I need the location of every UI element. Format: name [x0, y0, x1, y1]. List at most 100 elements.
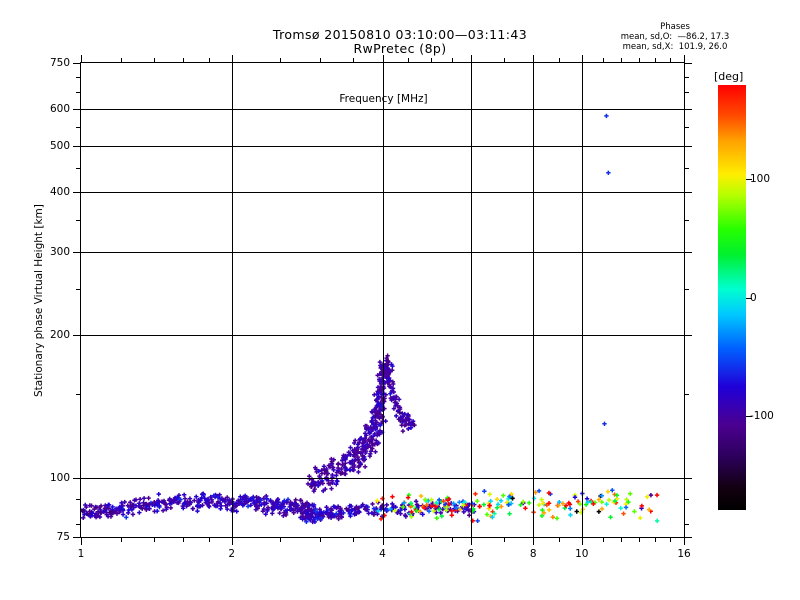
colorbar	[718, 85, 746, 510]
axis-tick	[73, 477, 81, 479]
axis-tick	[669, 537, 671, 542]
chart-title-line2: RwPretec (8p)	[353, 41, 447, 56]
axis-tick	[76, 126, 81, 128]
gridline-horizontal	[81, 192, 684, 194]
axis-tick	[451, 58, 453, 63]
axis-tick	[504, 58, 506, 63]
axis-tick	[638, 537, 640, 542]
colorbar-unit-label: [deg]	[714, 70, 744, 83]
axis-tick	[231, 55, 233, 63]
axis-tick	[684, 335, 692, 337]
axis-tick	[654, 58, 656, 63]
axis-tick	[76, 289, 81, 291]
axis-tick	[382, 537, 384, 545]
axis-tick	[470, 537, 472, 545]
axis-tick	[208, 537, 210, 542]
axis-tick	[533, 55, 535, 63]
axis-tick	[669, 58, 671, 63]
y-tick-label: 75	[56, 531, 70, 543]
axis-tick	[353, 58, 355, 63]
axis-tick	[208, 58, 210, 63]
axis-tick	[73, 537, 81, 538]
axis-tick	[451, 537, 453, 542]
colorbar-tick-label: -100	[750, 409, 774, 422]
gridline-vertical	[533, 63, 535, 537]
gridline-vertical	[382, 63, 384, 537]
axis-tick	[684, 77, 689, 79]
axis-tick	[654, 537, 656, 542]
gridline-vertical	[581, 63, 583, 537]
axis-tick	[621, 58, 623, 63]
axis-tick	[684, 219, 689, 221]
axis-tick	[353, 537, 355, 542]
colorbar-tick	[746, 415, 752, 417]
x-tick-label: 4	[379, 548, 386, 560]
gridline-vertical	[470, 63, 472, 537]
chart-title-line1: Tromsø 20150810 03:10:00—03:11:43	[272, 27, 528, 42]
axis-tick	[684, 126, 689, 128]
axis-tick	[684, 92, 689, 94]
y-tick-label: 500	[49, 140, 70, 153]
plot-area: 75 100 200 300 400 500 600 750 1 2 4 6 8 10 16 Statio…	[33, 55, 692, 560]
axis-tick	[558, 58, 560, 63]
scatter-data-layer	[81, 113, 660, 525]
axis-tick	[684, 537, 692, 538]
axis-tick	[558, 537, 560, 542]
x-tick-label: 6	[467, 548, 475, 560]
gridline-horizontal	[81, 146, 684, 148]
axis-tick	[621, 537, 623, 542]
axis-tick	[81, 537, 82, 545]
axis-tick	[684, 537, 685, 545]
axis-tick	[76, 394, 81, 396]
axis-tick	[684, 55, 685, 63]
colorbar-tick-label: 100	[750, 173, 771, 186]
gridline-horizontal	[81, 477, 684, 479]
axis-tick	[684, 251, 692, 253]
gridline-horizontal	[81, 335, 684, 337]
phase-stats-heading: Phases	[660, 22, 690, 32]
plot-canvas	[81, 63, 684, 537]
axis-tick	[431, 58, 433, 63]
x-axis-title: Frequency [MHz]	[339, 93, 428, 105]
phase-stats-x-mode: mean, sd,X: 101.9, 26.0	[622, 42, 728, 52]
axis-tick	[280, 537, 282, 542]
y-tick-label: 200	[49, 329, 70, 342]
axis-tick	[408, 537, 410, 542]
gridline-horizontal	[81, 251, 684, 253]
axis-tick	[154, 537, 156, 542]
axis-tick	[684, 477, 692, 479]
x-tick-label: 10	[575, 548, 589, 560]
axis-tick	[431, 537, 433, 542]
axis-tick	[280, 58, 282, 63]
axis-tick	[73, 146, 81, 148]
axis-tick	[76, 92, 81, 94]
axis-tick	[319, 537, 321, 542]
axis-tick	[76, 523, 81, 525]
y-tick-label: 600	[49, 102, 70, 115]
axis-tick	[684, 63, 692, 64]
y-tick-label: 400	[49, 186, 70, 199]
axis-tick	[470, 55, 472, 63]
axis-tick	[504, 537, 506, 542]
axis-tick	[684, 168, 689, 170]
axis-tick	[684, 146, 692, 148]
axis-tick	[120, 58, 122, 63]
axis-tick	[73, 192, 81, 194]
axis-tick	[81, 55, 82, 63]
axis-tick	[684, 192, 692, 194]
axis-tick	[154, 58, 156, 63]
axis-tick	[684, 523, 689, 525]
axis-tick	[120, 537, 122, 542]
axis-tick	[581, 55, 583, 63]
axis-tick	[73, 335, 81, 337]
x-tick-label: 1	[77, 548, 85, 560]
axis-tick	[382, 55, 384, 63]
axis-tick	[183, 537, 185, 542]
axis-tick	[638, 58, 640, 63]
axis-tick	[76, 499, 81, 501]
axis-tick	[76, 77, 81, 79]
colorbar-tick-label: 0	[750, 291, 757, 304]
axis-tick	[684, 108, 692, 110]
axis-tick	[408, 58, 410, 63]
